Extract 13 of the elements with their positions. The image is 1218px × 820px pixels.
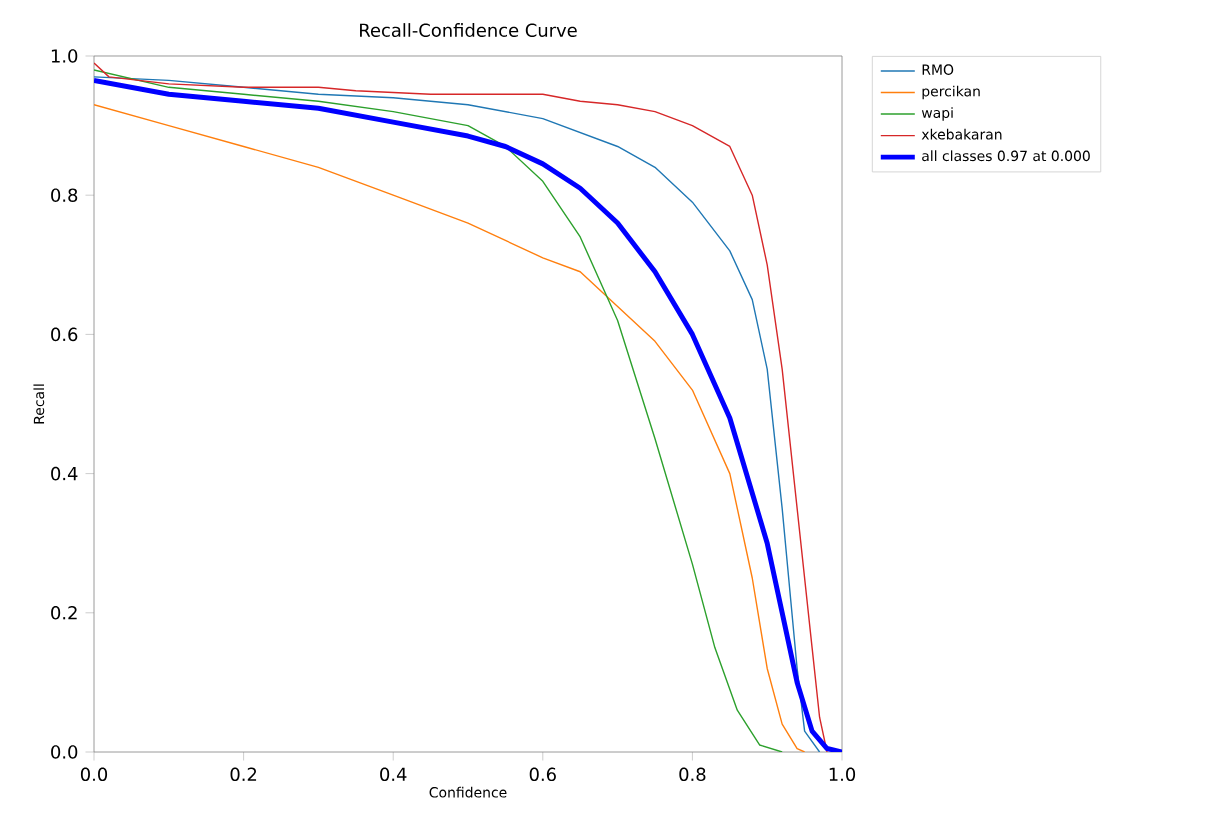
chart-title: Recall-Confidence Curve bbox=[360, 23, 577, 37]
y-tick-label: 0.8 bbox=[51, 188, 78, 202]
x-tick-label: 1.0 bbox=[829, 767, 856, 782]
x-tick-label: 0.2 bbox=[230, 767, 257, 782]
x-tick-label: 0.0 bbox=[80, 767, 108, 782]
x-tick-label: 0.4 bbox=[380, 767, 407, 782]
y-tick-label: 0.0 bbox=[51, 745, 78, 759]
x-tick-label: 0.6 bbox=[529, 767, 556, 782]
y-tick-label: 0.6 bbox=[51, 327, 78, 342]
y-tick-label: 1.0 bbox=[51, 49, 78, 63]
y-tick-label: 0.4 bbox=[51, 466, 78, 481]
y-tick-label: 0.2 bbox=[51, 606, 77, 620]
x-tick-label: 0.8 bbox=[679, 767, 706, 782]
